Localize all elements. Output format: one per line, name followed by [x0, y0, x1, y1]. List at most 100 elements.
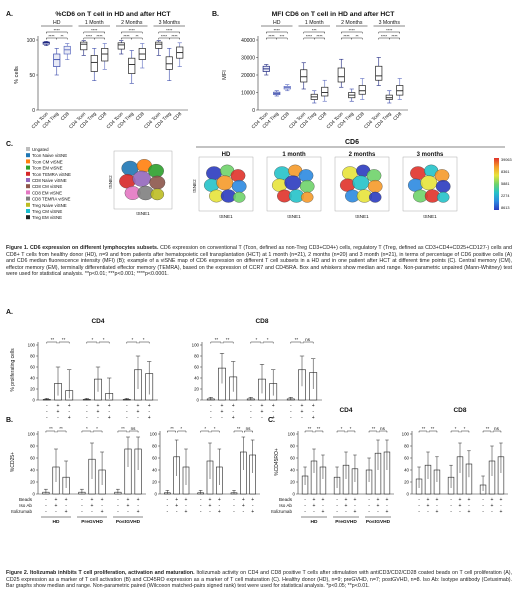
fig2-panelA-1-sig-bracket — [210, 341, 222, 344]
visne-timepoint-label: HD — [222, 152, 231, 158]
fig2-panelB-1-sig-bracket — [177, 430, 187, 433]
visne-legend-label: Tcon CM viSNE — [32, 159, 63, 164]
fig2-panelA-1-sig-label: ** — [295, 337, 299, 342]
fig2-panelA-1-row-sign: + — [232, 415, 235, 421]
fig2-panelC-0-row-sign: - — [345, 509, 347, 515]
fig2-panelA-0-row-sign: - — [68, 409, 70, 415]
fig2-panelA-0-row-sign: - — [86, 415, 88, 421]
fig2-panelA-1-row-sign: + — [301, 403, 304, 409]
fig2-panelC-1-sig-bracket — [450, 430, 460, 433]
fig2-panelB-0-row-sign: + — [101, 509, 104, 515]
fig2-panelA-0-sig-bracket — [46, 341, 58, 344]
fig2-panelA-0-row-sign: + — [108, 415, 111, 421]
fig2-panelC-row-label: Beads — [279, 497, 293, 502]
fig2-panelA-1-row-sign: + — [221, 403, 224, 409]
panelA-sig-label: ** — [135, 33, 139, 38]
fig2-panelC-1-row-sign: - — [418, 503, 420, 509]
fig2-panelB-1-ytick-label: 60 — [152, 456, 157, 461]
fig2-panelC-1-ytick-label: 100 — [402, 432, 410, 437]
visne-gating-map-cluster — [132, 170, 151, 187]
fig2-panelA-1-row-sign: - — [290, 415, 292, 421]
fig2-panelA-1-ytick-label: 80 — [194, 354, 199, 359]
cd6-label: CD6 — [345, 139, 359, 146]
fig2-panelB-0-row-sign: - — [117, 509, 119, 515]
fig2-panelA-0-sig-bracket — [98, 341, 110, 344]
fig2-panelA-1-sig-bracket — [250, 341, 262, 344]
visne-legend-label: Tcon TEMRA viSNE — [32, 172, 71, 177]
fig2-panelB-0-sig-label: ** — [49, 426, 53, 431]
fig2-panelA-1-row-sign: + — [261, 403, 264, 409]
fig2-panelB-0-sig-bracket — [128, 430, 139, 433]
colorbar-tick-label: 8613 — [501, 206, 509, 210]
visne-legend-swatch — [26, 215, 30, 220]
fig2-panelA-1-row-sign: - — [301, 415, 303, 421]
fig2-panelC-1-row-sign: - — [418, 509, 420, 515]
fig2-panelB-1-row-sign: - — [200, 509, 202, 515]
fig2-panelA-0-row-sign: - — [148, 409, 150, 415]
visne-gating-map — [113, 150, 173, 210]
fig2-panelC-0-sig-label: ** — [308, 426, 312, 431]
panelB-sig-bracket — [378, 31, 400, 34]
fig2-panelA-1-row-sign: - — [250, 409, 252, 415]
fig2-panelB-1-sig-label: ** — [170, 426, 174, 431]
fig2-panelB-0-row-sign: - — [81, 503, 83, 509]
fig2-panelB-0-group-label: HD — [53, 519, 60, 525]
panelB-category-label: CD8 — [317, 111, 328, 122]
fig2-panelC-1-row-sign: - — [482, 509, 484, 515]
fig2-panelC-1-row-sign: - — [459, 509, 461, 515]
panelB-group-label: 1 Month — [305, 20, 324, 26]
fig2-panelC-0-sig-bracket — [336, 430, 346, 433]
fig2-panelB-0-row-sign: - — [65, 503, 67, 509]
visne-cd6-map-cluster — [434, 169, 450, 183]
visne-legend-label: Tcon Naive viSNE — [32, 153, 67, 158]
fig2-panelB-0-row-sign: - — [45, 497, 47, 503]
fig2-panelC-0-ytick-label: 0 — [293, 492, 296, 497]
visne-legend-label: Treg Naive viSNE — [32, 203, 67, 208]
panelA-sig-label: **** — [48, 33, 55, 38]
visne-cd6-map-cluster — [231, 179, 247, 193]
fig2-panelC-0-ytick-label: 40 — [290, 468, 295, 473]
fig2-panelC-0-sig-bracket — [314, 430, 324, 433]
fig2-panelC-0-sig-bracket — [346, 430, 356, 433]
fig2-panelB-1-row-sign: - — [233, 497, 235, 503]
fig2-panelC-1-row-sign: + — [459, 503, 462, 509]
fig2-panelB-row-label: Itolizumab — [11, 509, 32, 514]
panelC-letter: C. — [6, 141, 13, 148]
visne-cd6-map-cluster — [368, 191, 382, 203]
figure2-caption-title: Figure 2. Itolizumab inhibits T cell pro… — [6, 570, 195, 576]
visne-cd6-map — [402, 156, 458, 212]
visne-legend-swatch — [26, 202, 30, 207]
panelB-box — [337, 67, 345, 83]
fig2-panelB-0-row-sign: - — [117, 497, 119, 503]
fig2-panelB-0-row-sign: + — [91, 503, 94, 509]
fig2-panelA-1-sig-bracket — [222, 341, 234, 344]
fig2-panelA-ylabel: % proliferating cells — [10, 348, 16, 392]
fig2-panelA-1-row-sign: - — [261, 415, 263, 421]
fig2-panelB-0-sig-label: ** — [59, 426, 63, 431]
visne-legend-swatch — [26, 153, 30, 158]
fig2-panelC-1-sig-label: ** — [422, 426, 426, 431]
gating-map-yaxis: tSNE2 — [108, 175, 113, 189]
fig2-panelB-0-ytick-label: 80 — [30, 444, 35, 449]
visne-cd6-map-cluster — [436, 191, 450, 203]
fig2-panelA-0-row-sign: - — [126, 409, 128, 415]
fig2-panelA-0-row-sign: + — [97, 403, 100, 409]
panelB-sig-label: **** — [316, 33, 323, 38]
visne-legend-swatch — [26, 165, 30, 170]
fig2-panelB-0-sig-bracket — [117, 430, 128, 433]
fig2-panelB-1-row-sign: + — [242, 497, 245, 503]
panelB-ytick-label: 40000 — [241, 38, 255, 44]
fig2-panelC-1-ytick-label: 80 — [404, 444, 409, 449]
panelB-sig-bracket — [314, 37, 325, 40]
fig2-panelC-1-row-sign: + — [499, 497, 502, 503]
fig2-panelA-0-row-sign: - — [97, 415, 99, 421]
fig2-panelB-0-ytick-label: 60 — [30, 456, 35, 461]
fig2-panelB-ylabel: %CD25+ — [10, 452, 16, 472]
fig2-panelC-0-row-sign: - — [368, 497, 370, 503]
visne-cd6-map-cluster — [216, 175, 234, 191]
fig2-panelC-0-row-sign: - — [368, 503, 370, 509]
fig2-panelA-0-row-sign: + — [57, 403, 60, 409]
fig2-panelC-0-ytick-label: 20 — [290, 480, 295, 485]
fig2-panelB-0-sig-bracket — [56, 430, 67, 433]
panelA-title: %CD6 on T cell in HD and after HCT — [55, 11, 171, 18]
